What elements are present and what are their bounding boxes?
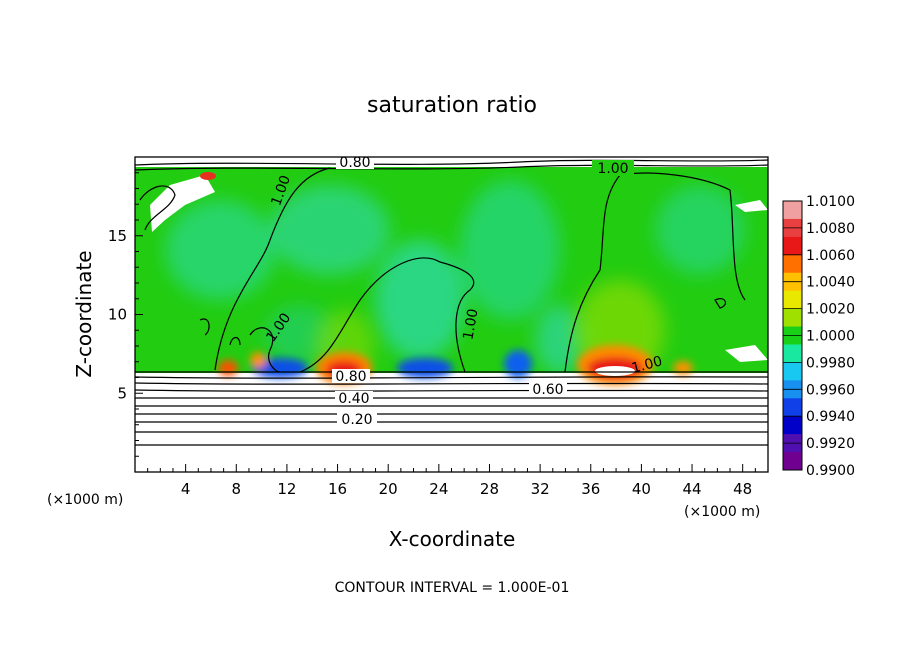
x-unit-label: (×1000 m)	[684, 504, 760, 520]
contour-label: 1.00	[630, 353, 664, 377]
contour-label: 1.00	[460, 308, 481, 341]
y-axis: 5 10 15	[108, 172, 143, 457]
contour-line	[199, 318, 210, 336]
colorbar-label: 1.0060	[806, 248, 855, 264]
x-tick-label: 28	[480, 480, 499, 498]
colorbar-swatch	[783, 201, 802, 220]
upper-region	[135, 157, 768, 167]
colorbar-label: 0.9940	[806, 409, 855, 425]
contour-line	[135, 397, 768, 400]
contour-line	[135, 370, 768, 374]
colorbar-label: 0.9900	[806, 463, 855, 479]
y-tick-label: 10	[108, 306, 127, 324]
colorbar-swatch	[783, 254, 802, 274]
contour-label-bg	[332, 369, 370, 383]
red-spot-top-left	[200, 172, 216, 180]
white-hole-top-left	[150, 175, 215, 232]
white-hole-top-right	[735, 200, 768, 212]
x-tick-label: 40	[632, 480, 651, 498]
colorbar: 1.0100 1.0080 1.0060 1.0040 1.0020 1.0000 0.99…	[782, 194, 855, 479]
contour-line	[249, 327, 281, 373]
x-tick-label: 36	[581, 480, 600, 498]
contour-label: 0.80	[339, 155, 370, 171]
contour-label-bg	[336, 155, 374, 169]
colorbar-label: 0.9920	[806, 436, 855, 452]
lower-region	[135, 373, 768, 472]
contour-label: 0.40	[338, 391, 369, 407]
x-tick-label: 4	[181, 480, 191, 498]
x-axis: 4 8 12 16 20 24 28 32 36 40 44 48	[147, 464, 756, 498]
colorbar-swatch	[783, 344, 802, 363]
x-tick-label: 16	[328, 480, 347, 498]
x-tick-label: 44	[682, 480, 701, 498]
colorbar-swatch	[783, 308, 802, 328]
colorbar-swatch	[783, 362, 802, 381]
contour-label-bg	[529, 382, 567, 396]
contour-label: 0.20	[341, 412, 372, 428]
colorbar-swatch	[783, 452, 802, 471]
colorbar-label: 0.9980	[806, 355, 855, 371]
contour-line	[135, 159, 768, 166]
colorbar-label: 1.0020	[806, 302, 855, 318]
contour-line	[714, 298, 727, 309]
contour-label: 1.00	[597, 161, 628, 177]
contour-label: 0.60	[532, 382, 563, 398]
contour-line	[135, 444, 768, 446]
contour-label-bg	[337, 412, 377, 426]
contour-label: 0.80	[335, 369, 366, 385]
colorbar-swatch	[783, 290, 802, 310]
contour-line	[135, 389, 768, 392]
colorbar-swatch	[783, 398, 802, 417]
colorbar-swatch	[783, 416, 802, 435]
colorbar-label: 1.0040	[806, 275, 855, 291]
contour-line	[135, 431, 768, 433]
x-tick-label: 8	[232, 480, 242, 498]
z-unit-label: (×1000 m)	[47, 492, 123, 508]
y-tick-label: 5	[117, 384, 127, 402]
contour-line	[214, 167, 331, 371]
white-hole-right	[725, 345, 768, 362]
base-white-cap-1	[595, 366, 635, 376]
turquoise-patches	[165, 180, 745, 375]
colorbar-swatch	[783, 236, 802, 256]
contour-line	[139, 185, 176, 231]
y-axis-title: Z-coordinate	[72, 250, 96, 377]
colorbar-label: 0.9960	[806, 382, 855, 398]
contour-line	[229, 336, 241, 346]
chart-title: saturation ratio	[367, 93, 537, 118]
contour-label-bg	[335, 391, 373, 405]
x-tick-label: 48	[733, 480, 752, 498]
x-tick-label: 12	[277, 480, 296, 498]
contour-line	[135, 405, 768, 408]
colorbar-label: 1.0000	[806, 329, 855, 345]
colorbar-label: 1.0100	[806, 194, 855, 210]
x-tick-label: 24	[429, 480, 448, 498]
contour-line	[135, 413, 768, 415]
x-tick-label: 32	[531, 480, 550, 498]
contour-label-bg	[592, 160, 634, 176]
contour-line	[135, 376, 768, 379]
x-tick-label: 20	[379, 480, 398, 498]
contour-lines	[135, 159, 768, 446]
contour-interval-note: CONTOUR INTERVAL = 1.000E-01	[335, 580, 570, 596]
y-tick-label: 15	[108, 227, 127, 245]
contour-line	[135, 382, 768, 385]
contour-line	[135, 164, 768, 171]
x-axis-title: X-coordinate	[389, 527, 516, 551]
contour-line	[299, 257, 475, 373]
colorbar-label: 1.0080	[806, 221, 855, 237]
